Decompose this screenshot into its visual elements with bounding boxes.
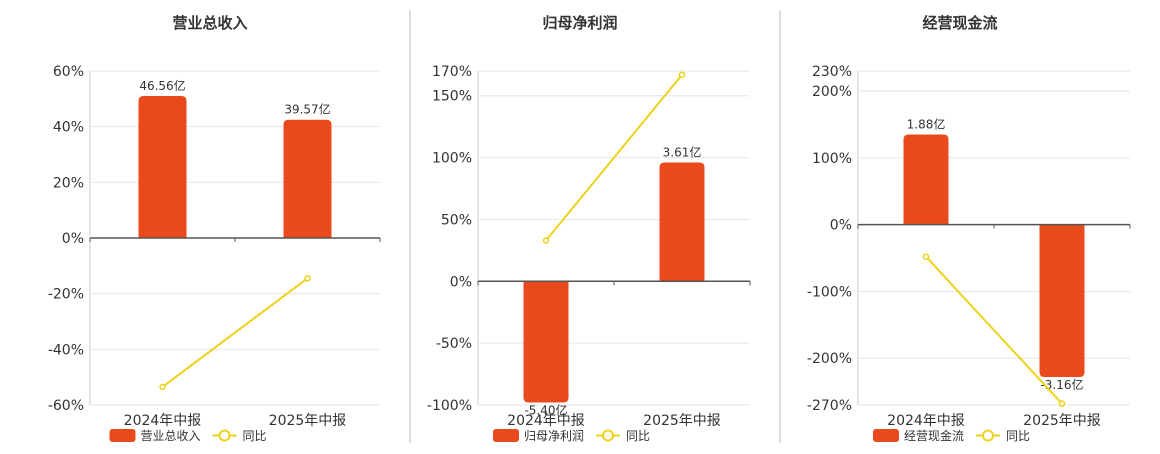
y-tick-label: 100% — [812, 151, 852, 167]
yoy-point — [1058, 400, 1066, 407]
bar — [523, 281, 569, 403]
legend-label-line: 同比 — [1006, 429, 1030, 443]
y-tick-label: 60% — [53, 64, 84, 80]
bar-value-label: -3.16亿 — [1040, 377, 1083, 392]
bar — [903, 134, 949, 225]
legend-swatch-point — [982, 429, 994, 442]
y-tick-label: 200% — [812, 84, 852, 100]
y-tick-label: -50% — [436, 336, 472, 352]
legend-label-bar: 营业总收入 — [141, 429, 201, 443]
legend-label-line: 同比 — [626, 429, 650, 443]
y-tick-label: -20% — [48, 287, 84, 303]
yoy-point — [678, 71, 686, 78]
yoy-point — [542, 237, 550, 244]
y-tick-label: 150% — [432, 89, 472, 105]
bar — [659, 162, 705, 282]
legend-swatch-point — [218, 429, 231, 442]
legend-label-bar: 归母净利润 — [524, 429, 584, 443]
x-tick-label: 2024年中报 — [507, 413, 585, 429]
x-tick-label: 2024年中报 — [887, 413, 965, 429]
y-tick-label: 40% — [53, 120, 84, 136]
bar — [283, 119, 332, 238]
legend-swatch-bar — [873, 429, 899, 442]
x-tick-label: 2025年中报 — [643, 413, 721, 429]
y-tick-label: -60% — [48, 398, 84, 414]
y-tick-label: 0% — [830, 218, 852, 234]
bar-value-label: 39.57亿 — [284, 102, 330, 117]
chart-title: 归母净利润 — [542, 14, 617, 32]
bar — [1039, 224, 1085, 377]
x-tick-label: 2025年中报 — [1023, 413, 1101, 429]
yoy-point — [922, 253, 930, 260]
yoy-line — [925, 256, 1063, 405]
y-tick-label: 20% — [53, 175, 84, 191]
legend-swatch-bar — [493, 429, 519, 442]
legend-label-bar: 经营现金流 — [904, 428, 964, 443]
y-tick-label: 170% — [432, 64, 472, 80]
x-tick-label: 2024年中报 — [124, 413, 202, 429]
y-tick-label: 0% — [62, 231, 84, 247]
y-tick-label: -270% — [807, 398, 852, 414]
y-tick-label: 100% — [432, 151, 472, 167]
y-tick-label: 50% — [441, 212, 472, 228]
bar-value-label: -5.40亿 — [524, 403, 567, 418]
y-tick-label: -40% — [48, 342, 84, 358]
yoy-point — [304, 275, 311, 282]
yoy-point — [159, 383, 166, 391]
yoy-line — [161, 277, 309, 388]
x-tick-label: 2025年中报 — [269, 413, 347, 429]
y-tick-label: -200% — [807, 351, 852, 367]
chart-title: 营业总收入 — [172, 14, 247, 32]
chart-title: 经营现金流 — [922, 14, 997, 32]
legend-label-line: 同比 — [243, 429, 267, 443]
y-tick-label: -100% — [807, 284, 852, 300]
y-tick-label: 0% — [450, 274, 472, 290]
y-tick-label: 230% — [812, 64, 852, 80]
bar-value-label: 46.56亿 — [139, 78, 185, 93]
yoy-line — [545, 74, 683, 242]
legend-swatch-point — [602, 429, 614, 442]
legend-swatch-bar — [109, 429, 136, 442]
bar-value-label: 1.88亿 — [907, 116, 946, 131]
y-tick-label: -100% — [427, 398, 472, 414]
bar-value-label: 3.61亿 — [663, 145, 702, 160]
bar — [138, 96, 187, 238]
